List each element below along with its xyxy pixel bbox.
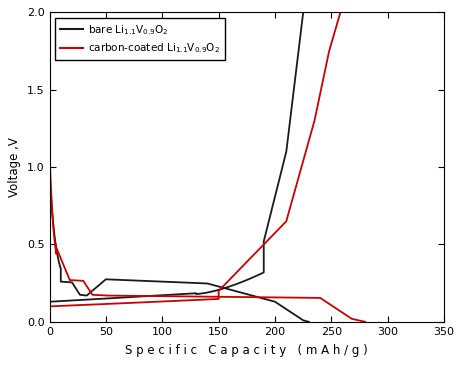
X-axis label: S p e c i f i c   C a p a c i t y   ( m A h / g ): S p e c i f i c C a p a c i t y ( m A h … [125,344,368,357]
Legend: bare $\mathrm{Li_{1.1}V_{0.9}O_2}$, carbon-coated $\mathrm{Li_{1.1}V_{0.9}O_2}$: bare $\mathrm{Li_{1.1}V_{0.9}O_2}$, carb… [55,18,225,60]
Y-axis label: Voltage ,V: Voltage ,V [8,137,21,197]
